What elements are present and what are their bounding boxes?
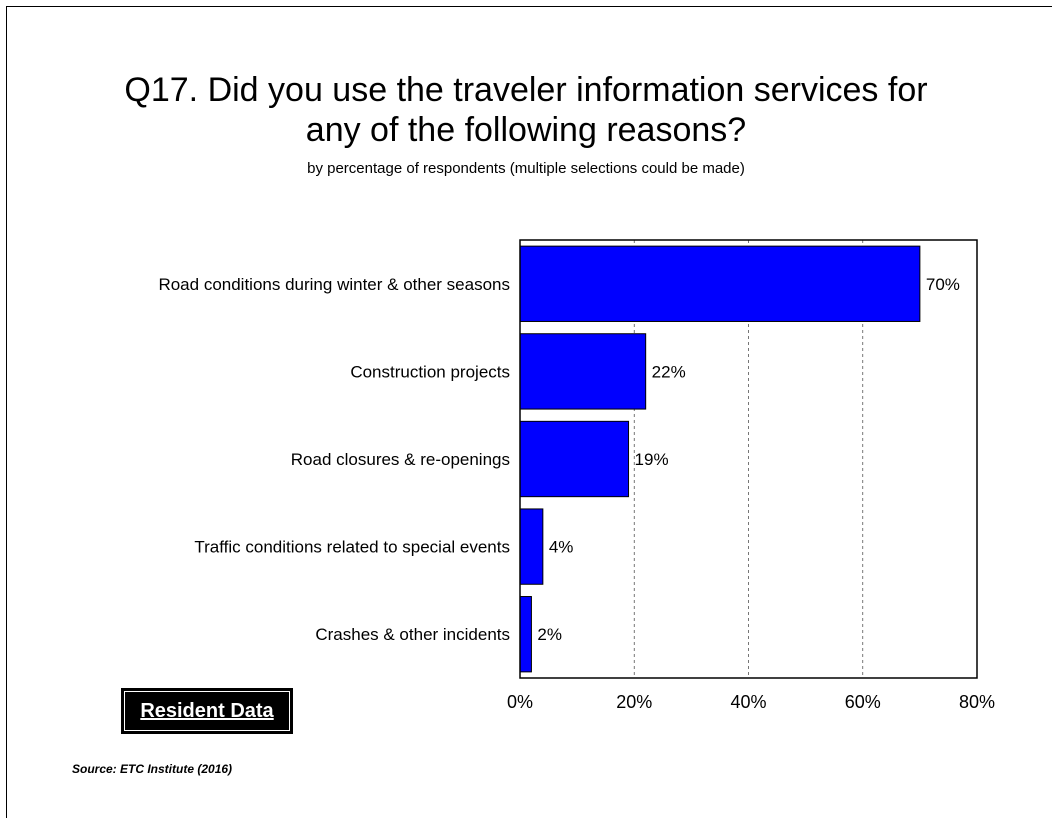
value-label-1: 70% bbox=[926, 275, 960, 294]
chart-title: Q17. Did you use the traveler informatio… bbox=[0, 70, 1052, 150]
category-label-3: Road closures & re-openings bbox=[291, 450, 510, 469]
slide-frame bbox=[6, 6, 1052, 818]
bar-3 bbox=[519, 420, 630, 498]
x-tick-label-0: 0% bbox=[507, 692, 533, 712]
bar-4 bbox=[519, 508, 544, 585]
x-tick-label-40: 40% bbox=[730, 692, 766, 712]
category-label-5: Crashes & other incidents bbox=[315, 625, 510, 644]
plot-border bbox=[519, 239, 978, 679]
chart-title-line-2: any of the following reasons? bbox=[305, 111, 747, 149]
chart-title-line-1: Q17. Did you use the traveler informatio… bbox=[124, 71, 928, 109]
source-note: Source: ETC Institute (2016) bbox=[72, 762, 233, 776]
bar-5 bbox=[519, 596, 532, 673]
x-tick-label-80: 80% bbox=[959, 692, 995, 712]
value-label-2: 22% bbox=[652, 362, 686, 381]
bar-2 bbox=[519, 333, 647, 410]
resident-data-label: Resident Data bbox=[124, 691, 290, 731]
chart-subtitle: by percentage of respondents (multiple s… bbox=[307, 160, 745, 177]
bar-1 bbox=[519, 245, 921, 322]
resident-data-badge: Resident Data bbox=[121, 688, 293, 734]
x-tick-label-20: 20% bbox=[616, 692, 652, 712]
category-label-1: Road conditions during winter & other se… bbox=[158, 275, 510, 294]
value-label-3: 19% bbox=[635, 450, 669, 469]
category-label-4: Traffic conditions related to special ev… bbox=[194, 538, 510, 557]
value-label-4: 4% bbox=[549, 538, 574, 557]
x-tick-label-60: 60% bbox=[845, 692, 881, 712]
value-label-5: 2% bbox=[537, 625, 562, 644]
category-label-2: Construction projects bbox=[350, 362, 510, 381]
